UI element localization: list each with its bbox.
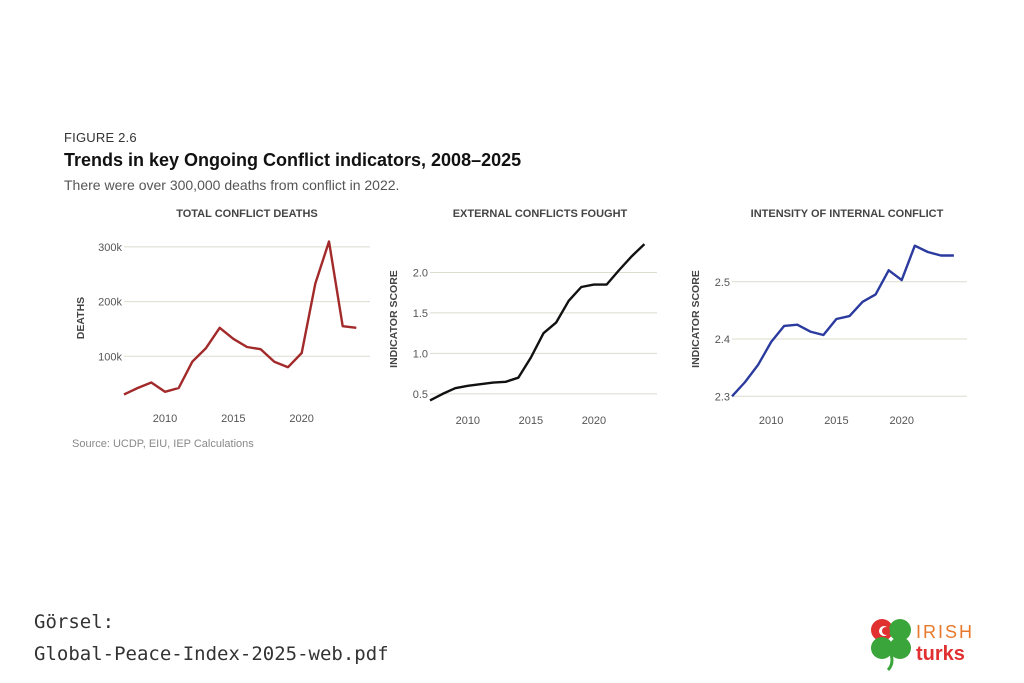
- y-tick-label: 1.0: [413, 348, 428, 360]
- x-tick-label: 2020: [582, 415, 606, 427]
- chart-external-conflicts-fought: EXTERNAL CONFLICTS FOUGHT INDICATOR SCORE…: [375, 200, 675, 450]
- chart-title: INTENSITY OF INTERNAL CONFLICT: [751, 208, 944, 220]
- series-line: [731, 244, 954, 398]
- chart-total-conflict-deaths: TOTAL CONFLICT DEATHS DEATHS 100k 200k 300k 2…: [62, 200, 382, 450]
- credit-filename: Global-Peace-Index-2025-web.pdf: [34, 643, 389, 665]
- y-tick-label: 2.4: [715, 334, 730, 346]
- x-tick-label: 2015: [221, 413, 245, 425]
- logo-word-turks: turks: [916, 643, 965, 665]
- shamrock-icon: [871, 619, 911, 672]
- chart-intensity-internal-conflict: INTENSITY OF INTERNAL CONFLICT INDICATOR …: [677, 200, 977, 450]
- x-tick-label: 2010: [759, 415, 783, 427]
- x-tick-label: 2015: [519, 415, 543, 427]
- y-axis-label: DEATHS: [75, 297, 87, 339]
- y-tick-label: 2.3: [715, 391, 730, 403]
- y-tick-label: 300k: [98, 242, 122, 254]
- x-tick-label: 2010: [456, 415, 480, 427]
- series-line: [123, 240, 357, 396]
- x-tick-label: 2015: [824, 415, 848, 427]
- chart-svg: EXTERNAL CONFLICTS FOUGHT INDICATOR SCORE…: [388, 208, 657, 427]
- x-tick-label: 2020: [289, 413, 313, 425]
- y-tick-label: 100k: [98, 351, 122, 363]
- x-tick-label: 2020: [889, 415, 913, 427]
- figure-subtitle: There were over 300,000 deaths from conf…: [64, 177, 400, 193]
- figure-title: Trends in key Ongoing Conflict indicator…: [64, 150, 522, 170]
- image-credit: Görsel: Global-Peace-Index-2025-web.pdf: [34, 606, 389, 670]
- x-tick-label: 2010: [153, 413, 177, 425]
- figure-source: Source: UCDP, EIU, IEP Calculations: [72, 438, 254, 450]
- y-tick-label: 2.5: [715, 277, 730, 289]
- credit-label: Görsel:: [34, 611, 115, 633]
- y-tick-label: 200k: [98, 297, 122, 309]
- y-tick-label: 1.5: [413, 308, 428, 320]
- logo-word-irish: IRISH: [916, 622, 974, 642]
- chart-title: EXTERNAL CONFLICTS FOUGHT: [453, 208, 628, 220]
- y-axis-label: INDICATOR SCORE: [690, 270, 702, 368]
- y-axis-label: INDICATOR SCORE: [388, 270, 400, 368]
- series-line: [429, 243, 646, 402]
- chart-svg: TOTAL CONFLICT DEATHS DEATHS 100k 200k 300k 2…: [75, 208, 370, 425]
- chart-svg: INTENSITY OF INTERNAL CONFLICT INDICATOR …: [690, 208, 967, 427]
- y-tick-label: 0.5: [413, 389, 428, 401]
- chart-title: TOTAL CONFLICT DEATHS: [176, 208, 318, 220]
- irish-turks-logo: IRISH turks: [864, 612, 1004, 672]
- figure-label: FIGURE 2.6: [64, 130, 137, 145]
- y-tick-label: 2.0: [413, 267, 428, 279]
